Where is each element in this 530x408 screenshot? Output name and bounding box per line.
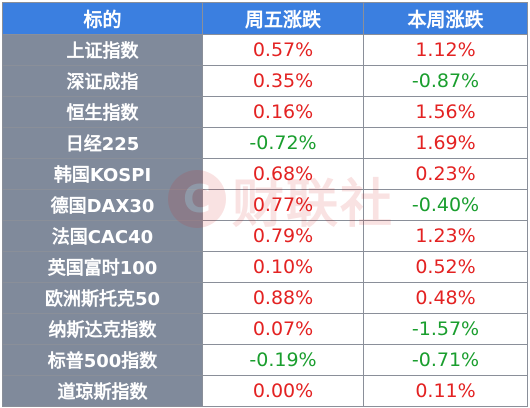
table-row: 日经225 -0.72% 1.69%	[2, 127, 528, 159]
friday-change-cell: 0.10%	[202, 251, 364, 283]
weekly-change-cell: 0.23%	[363, 158, 528, 190]
friday-change-cell: -0.19%	[202, 344, 364, 376]
weekly-change-cell: 1.69%	[363, 127, 528, 159]
weekly-change-cell: -1.57%	[363, 313, 528, 345]
header-weekly-change: 本周涨跌	[363, 2, 528, 35]
row-name: 深证成指	[2, 65, 203, 97]
table-row: 韩国KOSPI 0.68% 0.23%	[2, 158, 528, 190]
row-name: 德国DAX30	[2, 189, 203, 221]
table-row: 标普500指数 -0.19% -0.71%	[2, 344, 528, 376]
weekly-change-cell: 0.11%	[363, 375, 528, 407]
row-name: 欧洲斯托克50	[2, 282, 203, 314]
weekly-change-cell: 0.52%	[363, 251, 528, 283]
weekly-change-cell: 1.12%	[363, 34, 528, 66]
row-name: 韩国KOSPI	[2, 158, 203, 190]
table-row: 英国富时100 0.10% 0.52%	[2, 251, 528, 283]
weekly-change-cell: 0.48%	[363, 282, 528, 314]
friday-change-cell: 0.35%	[202, 65, 364, 97]
friday-change-cell: -0.72%	[202, 127, 364, 159]
table-row: 法国CAC40 0.79% 1.23%	[2, 220, 528, 252]
friday-change-cell: 0.77%	[202, 189, 364, 221]
header-friday-change: 周五涨跌	[202, 2, 364, 35]
header-row: 标的 周五涨跌 本周涨跌	[2, 2, 528, 35]
table-row: 道琼斯指数 0.00% 0.11%	[2, 375, 528, 407]
row-name: 英国富时100	[2, 251, 203, 283]
row-name: 标普500指数	[2, 344, 203, 376]
row-name: 道琼斯指数	[2, 375, 203, 407]
friday-change-cell: 0.68%	[202, 158, 364, 190]
friday-change-cell: 0.57%	[202, 34, 364, 66]
table-row: 深证成指 0.35% -0.87%	[2, 65, 528, 97]
row-name: 纳斯达克指数	[2, 313, 203, 345]
friday-change-cell: 0.79%	[202, 220, 364, 252]
friday-change-cell: 0.07%	[202, 313, 364, 345]
table-row: 恒生指数 0.16% 1.56%	[2, 96, 528, 128]
weekly-change-cell: 1.56%	[363, 96, 528, 128]
header-target: 标的	[2, 2, 203, 35]
weekly-change-cell: -0.40%	[363, 189, 528, 221]
row-name: 上证指数	[2, 34, 203, 66]
friday-change-cell: 0.00%	[202, 375, 364, 407]
row-name: 恒生指数	[2, 96, 203, 128]
row-name: 法国CAC40	[2, 220, 203, 252]
table-row: 上证指数 0.57% 1.12%	[2, 34, 528, 66]
weekly-change-cell: 1.23%	[363, 220, 528, 252]
table-row: 欧洲斯托克50 0.88% 0.48%	[2, 282, 528, 314]
friday-change-cell: 0.88%	[202, 282, 364, 314]
table-row: 德国DAX30 0.77% -0.40%	[2, 189, 528, 221]
row-name: 日经225	[2, 127, 203, 159]
weekly-change-cell: -0.87%	[363, 65, 528, 97]
weekly-change-cell: -0.71%	[363, 344, 528, 376]
friday-change-cell: 0.16%	[202, 96, 364, 128]
table-row: 纳斯达克指数 0.07% -1.57%	[2, 313, 528, 345]
